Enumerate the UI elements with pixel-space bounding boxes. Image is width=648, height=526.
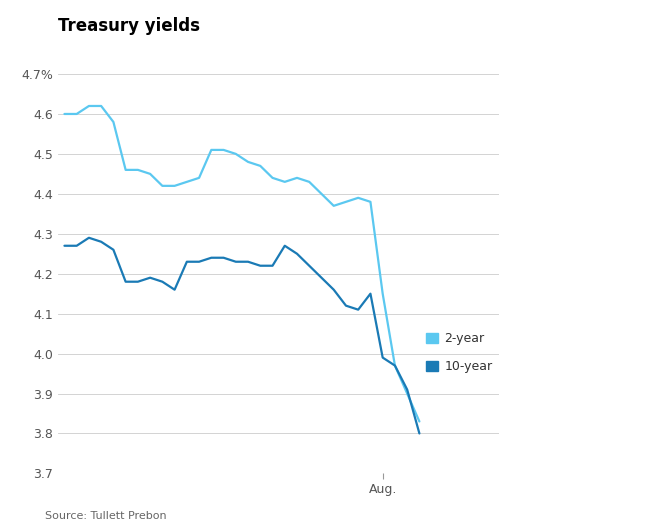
Legend: 2-year, 10-year: 2-year, 10-year [426, 332, 492, 373]
Text: Source: Tullett Prebon: Source: Tullett Prebon [45, 511, 167, 521]
Text: Treasury yields: Treasury yields [58, 17, 200, 35]
